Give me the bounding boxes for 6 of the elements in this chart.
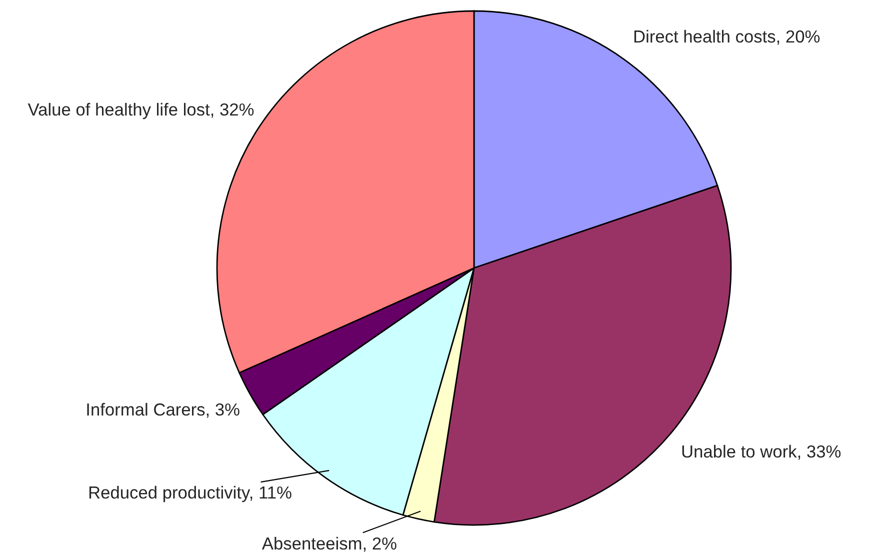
slice-label: Reduced productivity, 11% [89, 486, 292, 502]
slice-label: Value of healthy life lost, 32% [28, 102, 254, 120]
slice-label: Unable to work, 33% [682, 444, 841, 460]
slice-label: Informal Carers, 3% [87, 402, 240, 418]
slice-label: Absenteeism, 2% [262, 536, 396, 552]
slice-label: Direct health costs, 20% [634, 30, 820, 45]
